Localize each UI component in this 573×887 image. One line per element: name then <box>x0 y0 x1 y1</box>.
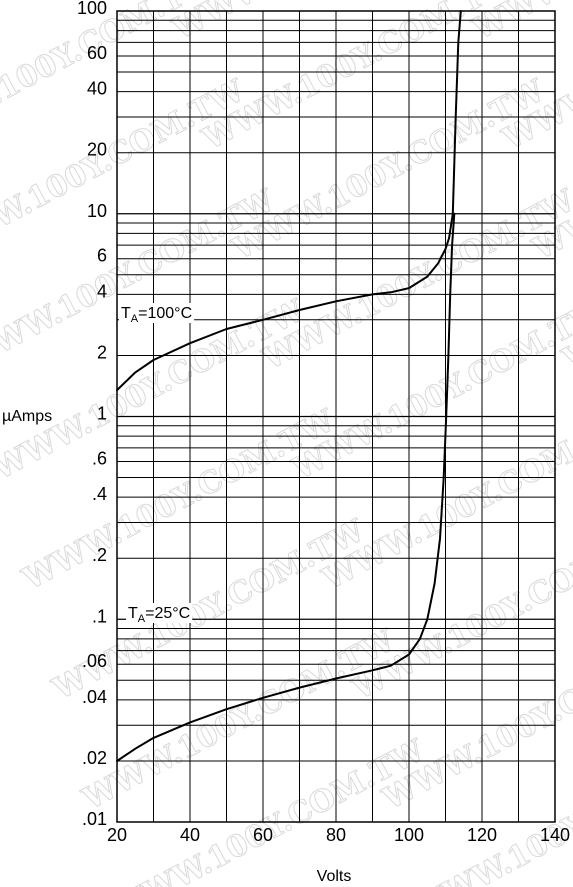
y-tick-label: .06 <box>82 651 107 671</box>
series-line-ta-25c <box>116 212 456 762</box>
x-tick-label: 20 <box>107 825 127 845</box>
y-tick-labels: .01 .02 .04 .06 .1 .2 .4 .6 1 2 4 6 10 20 40 60 100 <box>77 0 107 829</box>
y-tick-label: 100 <box>77 0 107 18</box>
y-tick-label: .1 <box>92 606 107 626</box>
y-tick-label: 2 <box>97 342 107 362</box>
y-axis-label: µAmps <box>2 408 52 425</box>
x-tick-label: 80 <box>326 825 346 845</box>
y-tick-label: .4 <box>92 484 107 504</box>
series-label-background <box>119 303 195 323</box>
series-labels: TA=100°C TA=25°C <box>119 303 195 625</box>
y-tick-label: .02 <box>82 748 107 768</box>
curves <box>116 10 462 762</box>
x-tick-label: 60 <box>253 825 273 845</box>
y-tick-label: 4 <box>97 281 107 301</box>
y-tick-label: .01 <box>82 809 107 829</box>
y-tick-label: 10 <box>87 201 107 221</box>
y-tick-label: .6 <box>92 448 107 468</box>
x-axis-label: Volts <box>317 868 352 885</box>
x-tick-label: 40 <box>180 825 200 845</box>
y-tick-label: 6 <box>97 246 107 266</box>
x-tick-labels: 20 40 60 80 100 120 140 <box>107 825 570 845</box>
y-tick-label: .2 <box>92 545 107 565</box>
y-tick-label: .04 <box>82 687 107 707</box>
series-label: TA=100°C <box>121 305 192 325</box>
plot-frame <box>116 10 556 823</box>
series-label-background <box>126 603 193 623</box>
x-tick-label: 120 <box>467 825 497 845</box>
y-tick-label: 20 <box>87 140 107 160</box>
series-line-ta-100c <box>116 10 462 392</box>
y-tick-label: 40 <box>87 79 107 99</box>
x-tick-label: 100 <box>394 825 424 845</box>
x-tick-label: 140 <box>540 825 570 845</box>
y-tick-label: 60 <box>87 43 107 63</box>
y-tick-label: 1 <box>97 404 107 424</box>
series-label: TA=25°C <box>128 605 190 625</box>
